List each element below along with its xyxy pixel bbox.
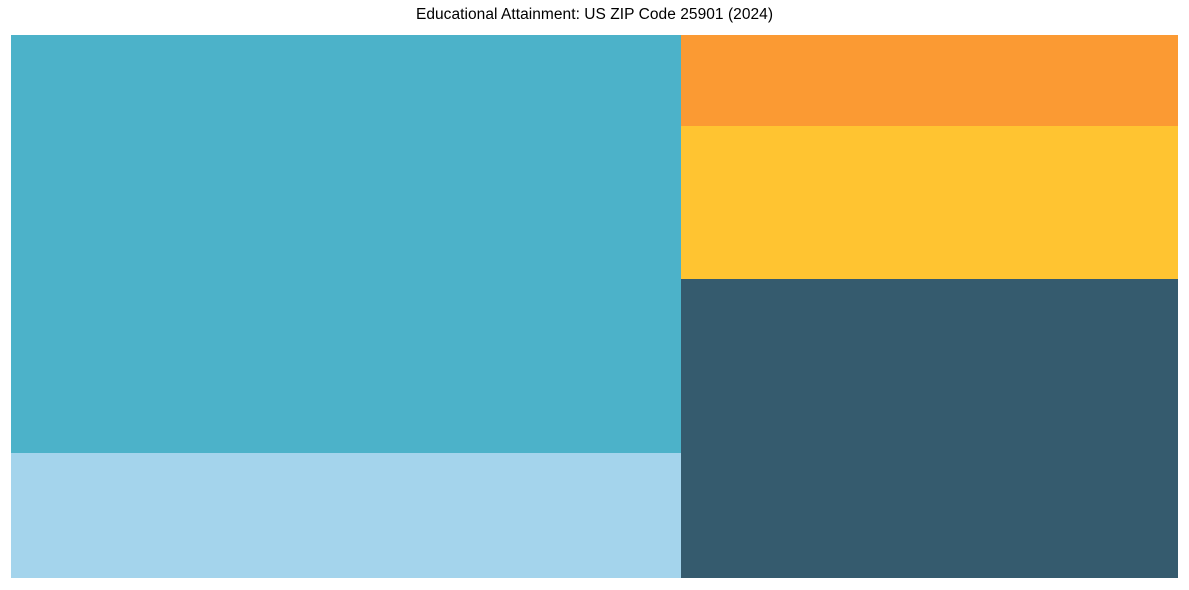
page-title: Educational Attainment: US ZIP Code 2590… bbox=[415, 6, 774, 23]
treemap-plot-area: High school graduate Some college, no de… bbox=[11, 35, 1178, 578]
treemap-tile-high-school-graduate[interactable]: High school graduate bbox=[11, 35, 681, 453]
treemap-tile-bachelors-degree[interactable]: Bachelor's degree bbox=[680, 279, 1178, 578]
treemap-tile-associate-degree[interactable]: Associate degree bbox=[680, 126, 1178, 280]
treemap-tile-graduate-or-professional-degree[interactable]: Graduate or professional degree bbox=[680, 35, 1178, 126]
treemap-tile-some-college-no-degree[interactable]: Some college, no degree bbox=[11, 453, 681, 578]
